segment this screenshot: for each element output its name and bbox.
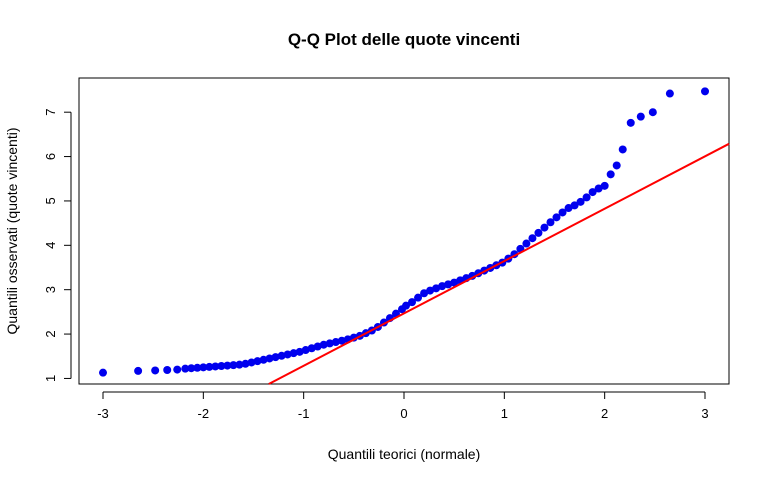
data-point	[612, 161, 621, 170]
data-point	[444, 280, 453, 289]
data-point	[229, 361, 238, 370]
data-point	[636, 112, 645, 121]
data-point	[247, 358, 256, 367]
data-point	[319, 340, 328, 349]
data-point	[546, 218, 555, 227]
data-point	[665, 89, 674, 98]
data-point	[199, 363, 208, 372]
data-points	[99, 87, 709, 377]
data-point	[277, 351, 286, 360]
data-point	[648, 108, 657, 117]
y-axis-label: Quantili osservati (quote vincenti)	[4, 128, 20, 335]
data-point	[432, 284, 441, 293]
data-point	[289, 349, 298, 358]
data-point	[701, 87, 709, 96]
data-point	[522, 239, 531, 248]
x-tick-label: -1	[298, 406, 310, 421]
y-tick-label: 3	[43, 286, 58, 293]
data-point	[414, 293, 423, 302]
y-tick-label: 5	[43, 197, 58, 204]
data-point	[528, 234, 537, 243]
data-point	[187, 364, 196, 373]
data-point	[420, 289, 429, 298]
y-axis: 1 2 3 4 5 6 7	[43, 109, 72, 382]
data-point	[163, 366, 172, 375]
data-point	[594, 184, 603, 193]
data-point	[540, 223, 549, 232]
data-point	[271, 353, 280, 362]
y-tick-label: 7	[43, 109, 58, 116]
data-point	[313, 342, 322, 351]
data-point	[295, 347, 304, 356]
data-point	[151, 366, 160, 375]
data-point	[588, 188, 597, 197]
data-point	[534, 228, 543, 237]
data-point	[570, 201, 579, 210]
data-point	[301, 346, 310, 355]
data-point	[438, 282, 447, 291]
x-tick-label: 3	[701, 406, 708, 421]
x-tick-label: 2	[601, 406, 608, 421]
y-tick-label: 6	[43, 153, 58, 160]
chart-title: Q-Q Plot delle quote vincenti	[288, 30, 520, 49]
x-tick-label: -2	[198, 406, 210, 421]
data-point	[99, 368, 107, 377]
data-point	[325, 339, 334, 348]
data-point	[600, 181, 609, 190]
reference-line	[268, 142, 730, 385]
data-point	[211, 362, 220, 371]
data-point	[426, 286, 435, 295]
data-point	[283, 350, 292, 359]
data-point	[337, 336, 346, 345]
data-point	[307, 344, 316, 353]
data-point	[259, 355, 268, 364]
data-point	[193, 363, 202, 372]
data-point	[558, 208, 567, 217]
reference-line-group	[268, 142, 730, 385]
data-point	[235, 360, 244, 369]
data-point	[205, 362, 214, 371]
data-point	[450, 278, 459, 287]
x-tick-label: 0	[400, 406, 407, 421]
data-point	[582, 193, 591, 202]
data-point	[626, 118, 635, 127]
x-tick-label: -3	[97, 406, 109, 421]
y-tick-label: 2	[43, 330, 58, 337]
x-axis: -3 -2 -1 0 1 2 3	[97, 391, 709, 421]
data-point	[265, 354, 274, 363]
data-point	[181, 364, 190, 373]
data-point	[241, 359, 250, 368]
data-point	[576, 197, 585, 206]
data-point	[402, 301, 411, 310]
data-point	[408, 298, 417, 307]
data-point	[173, 365, 182, 374]
y-tick-label: 1	[43, 375, 58, 382]
data-point	[223, 361, 232, 370]
data-point	[606, 170, 615, 179]
data-point	[618, 145, 627, 154]
data-point	[134, 366, 143, 375]
x-tick-label: 1	[501, 406, 508, 421]
data-point	[253, 357, 262, 366]
plot-frame	[78, 77, 730, 385]
data-point	[217, 362, 226, 371]
data-point	[331, 338, 340, 347]
data-point	[564, 204, 573, 213]
y-tick-label: 4	[43, 242, 58, 249]
x-axis-label: Quantili teorici (normale)	[328, 446, 481, 462]
data-point	[552, 213, 561, 222]
